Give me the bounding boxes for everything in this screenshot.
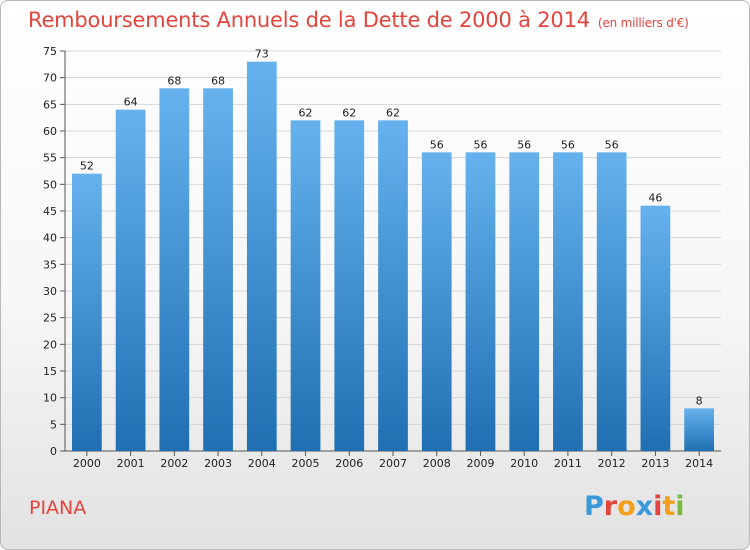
logo-letter: i: [653, 491, 663, 522]
y-tick-label: 55: [43, 152, 57, 165]
y-tick-label: 20: [43, 338, 57, 351]
value-label-2004: 73: [255, 48, 269, 61]
logo-letter: r: [603, 491, 618, 522]
x-tick-label-2014: 2014: [685, 457, 713, 470]
x-tick-label-2012: 2012: [598, 457, 626, 470]
bar-2004[interactable]: [246, 61, 277, 452]
bar-2005[interactable]: [290, 120, 321, 451]
value-label-2001: 64: [124, 96, 138, 109]
bar-2008[interactable]: [421, 152, 452, 452]
logo-letter: x: [635, 491, 654, 522]
x-tick-label-2008: 2008: [423, 457, 451, 470]
x-tick-label-2006: 2006: [335, 457, 363, 470]
value-label-2012: 56: [605, 138, 619, 151]
value-label-2000: 52: [80, 160, 94, 173]
logo-letter: P: [584, 491, 604, 522]
x-tick-label-2005: 2005: [292, 457, 320, 470]
bar-2009[interactable]: [465, 152, 496, 452]
value-label-2003: 68: [211, 74, 225, 87]
y-tick-label: 15: [43, 365, 57, 378]
x-tick-label-2010: 2010: [510, 457, 538, 470]
y-tick-label: 45: [43, 205, 57, 218]
y-tick-label: 25: [43, 312, 57, 325]
unit-note: (en milliers d'€): [597, 16, 689, 30]
bar-2006[interactable]: [334, 120, 365, 451]
x-tick-label-2007: 2007: [379, 457, 407, 470]
bar-2001[interactable]: [115, 109, 146, 452]
value-label-2013: 46: [648, 192, 662, 205]
bar-2012[interactable]: [596, 152, 627, 452]
x-tick-label-2004: 2004: [248, 457, 276, 470]
proxiti-logo[interactable]: Proxiti: [584, 491, 685, 522]
x-tick-label-2011: 2011: [554, 457, 582, 470]
x-tick-label-2001: 2001: [117, 457, 145, 470]
axes: 0 5 10 15 20 25 30 35 40 45 50 55 60 65 70 75 2000 2001 20…: [43, 45, 721, 470]
y-tick-label: 10: [43, 392, 57, 405]
y-tick-label: 40: [43, 232, 57, 245]
chart-title-text: Remboursements Annuels de la Dette de 20…: [28, 8, 590, 32]
bar-2014[interactable]: [684, 408, 715, 451]
value-labels: 52 64 68 68 73 62 62 62 56 56 56 56 56 46 8: [80, 48, 703, 408]
y-tick-label: 75: [43, 45, 57, 58]
x-tick-label-2013: 2013: [641, 457, 669, 470]
x-tick-label-2009: 2009: [466, 457, 494, 470]
value-label-2014: 8: [696, 394, 703, 407]
value-label-2002: 68: [167, 74, 181, 87]
value-label-2006: 62: [342, 106, 356, 119]
value-label-2005: 62: [299, 106, 313, 119]
logo-letter: o: [617, 491, 636, 522]
y-tick-label: 35: [43, 258, 57, 271]
logo-letter: i: [675, 491, 685, 522]
y-tick-label: 0: [50, 445, 57, 458]
y-tick-label: 5: [50, 418, 57, 431]
y-tick-label: 30: [43, 285, 57, 298]
value-label-2009: 56: [473, 138, 487, 151]
bar-2011[interactable]: [553, 152, 583, 452]
value-label-2011: 56: [561, 138, 575, 151]
x-tick-label-2003: 2003: [204, 457, 232, 470]
commune-name: PIANA: [29, 497, 87, 519]
chart-title: Remboursements Annuels de la Dette de 20…: [28, 8, 689, 32]
y-tick-label: 50: [43, 178, 57, 191]
y-tick-label: 65: [43, 98, 57, 111]
x-tick-label-2000: 2000: [73, 457, 101, 470]
x-tick-label-2002: 2002: [160, 457, 188, 470]
value-label-2008: 56: [430, 138, 444, 151]
y-tick-label: 60: [43, 125, 57, 138]
bar-2000[interactable]: [71, 173, 102, 451]
bar-2003[interactable]: [203, 88, 233, 451]
bar-2010[interactable]: [509, 152, 540, 452]
value-label-2007: 62: [386, 106, 400, 119]
bar-2002[interactable]: [159, 88, 190, 451]
value-label-2010: 56: [517, 138, 531, 151]
logo-letter: t: [662, 491, 676, 522]
bars: [71, 61, 715, 452]
bar-2007[interactable]: [378, 120, 408, 451]
bar-2013[interactable]: [640, 205, 671, 451]
y-tick-label: 70: [43, 72, 57, 85]
